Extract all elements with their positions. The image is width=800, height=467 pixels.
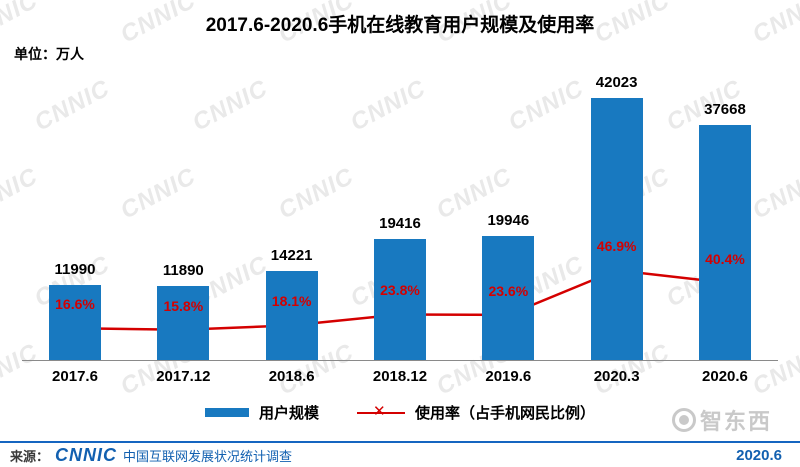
unit-label: 单位：万人 <box>14 46 84 62</box>
line-swatch-icon: ✕ <box>357 403 405 421</box>
bar-value-label: 42023 <box>595 74 638 92</box>
user-scale-bar <box>482 235 535 360</box>
bar-value-label: 11990 <box>54 261 96 279</box>
x-axis-category-label: 2019.6 <box>485 368 532 385</box>
usage-rate-label: 23.8% <box>380 282 420 299</box>
footer-date: 2020.6 <box>736 446 782 464</box>
bar-value-label: 14221 <box>270 247 313 265</box>
bar-value-label: 19416 <box>379 214 421 232</box>
x-axis-category-label: 2020.3 <box>593 368 640 385</box>
legend: 用户规模 ✕ 使用率（占手机网民比例） <box>0 402 800 423</box>
usage-rate-label: 18.1% <box>271 293 312 310</box>
chart-title: 2017.6-2020.6手机在线教育用户规模及使用率 <box>205 15 595 36</box>
bar-value-label: 37668 <box>704 101 746 119</box>
x-axis-category-label: 2018.12 <box>372 368 428 385</box>
user-scale-bar <box>373 238 426 360</box>
user-scale-bar <box>157 285 210 360</box>
user-scale-bar <box>590 98 643 360</box>
zhidongxi-watermark: 智东西 <box>671 404 772 436</box>
source-text: 中国互联网发展状况统计调查 <box>123 448 293 464</box>
x-axis-category-label: 2017.6 <box>52 368 98 385</box>
user-scale-bar <box>49 285 101 360</box>
x-axis-category-label: 2017.12 <box>156 368 211 385</box>
x-axis-category-label: 2018.6 <box>268 368 315 385</box>
bar-value-label: 11890 <box>162 261 204 279</box>
source-prefix: 来源： <box>10 448 50 464</box>
user-scale-bar <box>265 271 318 360</box>
zhidongxi-watermark-text: 智东西 <box>699 409 772 434</box>
user-scale-bar <box>698 125 751 360</box>
bar-value-label: 19946 <box>487 211 530 229</box>
legend-item-usage: ✕ 使用率（占手机网民比例） <box>357 402 595 423</box>
cnnic-logo: CNNIC <box>55 444 118 465</box>
usage-rate-label: 23.6% <box>488 282 529 299</box>
legend-item-users: 用户规模 <box>204 402 319 423</box>
footer-bar: 来源： CNNIC 中国互联网发展状况统计调查 2020.6 <box>0 441 800 467</box>
usage-rate-label: 15.8% <box>163 297 204 314</box>
bar-swatch-icon <box>204 408 249 417</box>
legend-bar-label: 用户规模 <box>258 405 319 422</box>
zhidongxi-logo-icon <box>671 408 696 432</box>
usage-rate-label: 46.9% <box>596 238 637 255</box>
usage-rate-label: 16.6% <box>55 296 95 313</box>
x-axis-category-label: 2020.6 <box>702 368 748 385</box>
x-axis-line <box>22 360 778 361</box>
usage-rate-label: 40.4% <box>705 250 745 267</box>
legend-line-label: 使用率（占手机网民比例） <box>415 405 596 422</box>
